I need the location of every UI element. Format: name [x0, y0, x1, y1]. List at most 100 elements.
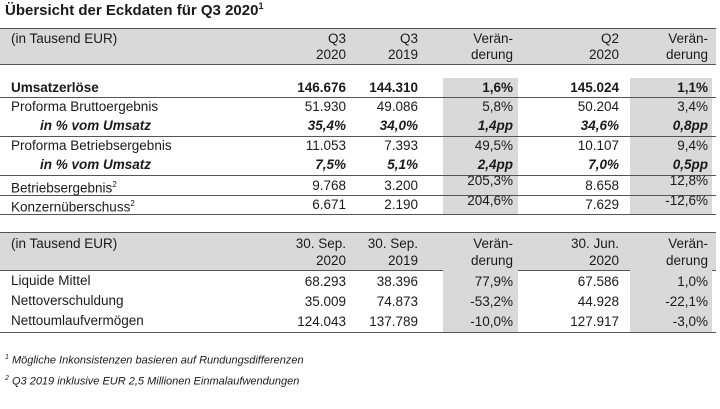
table2-col-header: 30. Sep. [367, 236, 418, 251]
table-cell: 146.676 [297, 80, 346, 95]
table-cell: 204,6% [467, 193, 513, 208]
change-column-band [630, 78, 712, 214]
divider [0, 195, 716, 196]
table2-col-header: 2019 [387, 253, 418, 268]
change-column-band [443, 78, 518, 214]
table-cell: 9,4% [677, 138, 708, 153]
table-cell: 5,8% [482, 99, 513, 114]
table1-col-header: Verän- [473, 31, 513, 46]
table-cell: 3,4% [677, 99, 708, 114]
divider [0, 64, 716, 65]
table-cell: 49,5% [474, 138, 513, 153]
table-cell: 7,5% [315, 157, 346, 172]
divider [0, 136, 716, 137]
table-cell: 3.200 [384, 178, 418, 193]
row-label: in % vom Umsatz [40, 157, 152, 172]
table-cell: 44.928 [577, 294, 619, 309]
table-cell: 1,6% [482, 80, 513, 95]
table-cell: 137.789 [369, 314, 418, 329]
table1-col-header: Q3 [399, 31, 418, 46]
change-column-band [630, 270, 712, 332]
table-cell: 205,3% [467, 173, 513, 188]
table1-col-header: Q3 [327, 31, 346, 46]
table-cell: 51.930 [304, 99, 346, 114]
table-cell: -22,1% [665, 294, 708, 309]
divider [0, 214, 716, 215]
table1-col-header: 2019 [387, 47, 418, 62]
row-label: in % vom Umsatz [40, 118, 152, 133]
table-cell: 0,8pp [672, 118, 708, 133]
row-label: Proforma Betriebsergebnis [11, 138, 172, 153]
row-label: Umsatzerlöse [11, 80, 99, 95]
table-cell: -53,2% [470, 294, 513, 309]
table-cell: 1,1% [677, 80, 708, 95]
table2-unit-label: (in Tausend EUR) [11, 236, 118, 251]
divider [0, 232, 716, 233]
table1-col-header: Verän- [668, 31, 708, 46]
table-cell: 6.671 [312, 197, 346, 212]
table-cell: 34,6% [580, 118, 619, 133]
table-cell: 8.658 [585, 178, 619, 193]
table-cell: 2.190 [384, 197, 418, 212]
divider [0, 175, 716, 176]
table-cell: 1,0% [677, 274, 708, 289]
table-cell: 38.396 [376, 274, 418, 289]
table-cell: 5,1% [387, 157, 418, 172]
table1-col-header: Q2 [600, 31, 619, 46]
divider [0, 97, 716, 98]
table1-col-header: 2020 [588, 47, 619, 62]
table1-unit-label: (in Tausend EUR) [11, 31, 118, 46]
page-title: Übersicht der Eckdaten für Q3 20201 [5, 1, 264, 19]
change-column-band [443, 270, 518, 332]
table2-col-header: 30. Sep. [295, 236, 346, 251]
divider [0, 28, 716, 29]
table1-col-header: derung [470, 47, 513, 62]
table-cell: 35,4% [307, 118, 346, 133]
row-label: Betriebsergebnis2 [11, 180, 117, 196]
table2-col-header: 2020 [315, 253, 346, 268]
table-cell: 145.024 [570, 80, 619, 95]
footnote: 2 Q3 2019 inklusive EUR 2,5 Millionen Ei… [5, 375, 300, 388]
table-cell: -3,0% [672, 314, 708, 329]
table1-header-band [0, 28, 716, 64]
table-cell: 7,0% [588, 157, 619, 172]
table1-col-header: 2020 [315, 47, 346, 62]
table2-col-header: 30. Jun. [570, 236, 619, 251]
table-cell: 1,4pp [477, 118, 513, 133]
footnote-marker: 2 [130, 199, 135, 208]
table-cell: 12,8% [669, 173, 708, 188]
table-cell: 2,4pp [477, 157, 513, 172]
table-cell: 124.043 [297, 314, 346, 329]
table-cell: 10.107 [577, 138, 619, 153]
table-cell: 34,0% [379, 118, 418, 133]
footnote: 1 Mögliche Inkonsistenzen basieren auf R… [5, 354, 304, 367]
row-label: Proforma Bruttoergebnis [11, 99, 159, 114]
table-cell: 0,5pp [672, 157, 708, 172]
table-cell: 77,9% [474, 274, 513, 289]
table-cell: 74.873 [376, 294, 418, 309]
table2-col-header: 2020 [588, 253, 619, 268]
table-cell: 50.204 [577, 99, 619, 114]
table-cell: 35.009 [304, 294, 346, 309]
divider [0, 332, 716, 333]
table2-col-header: derung [665, 253, 708, 268]
table-cell: 9.768 [312, 178, 346, 193]
table-cell: 49.086 [376, 99, 418, 114]
table-cell: 67.586 [577, 274, 619, 289]
table-cell: 11.053 [305, 138, 346, 153]
row-label: Nettoumlaufvermögen [11, 313, 144, 328]
table2-header-band [0, 232, 716, 270]
table2-col-header: Verän- [473, 236, 513, 251]
table-cell: 144.310 [369, 80, 418, 95]
footnote-marker: 2 [112, 180, 117, 189]
divider [0, 270, 716, 271]
table-cell: 7.393 [384, 138, 418, 153]
row-label: Nettoverschuldung [11, 293, 124, 308]
table-cell: -10,0% [470, 314, 513, 329]
table-cell: -12,6% [665, 193, 708, 208]
table1-col-header: derung [665, 47, 708, 62]
table-cell: 127.917 [570, 314, 619, 329]
row-label: Liquide Mittel [11, 273, 91, 288]
table-cell: 7.629 [585, 197, 619, 212]
table-cell: 68.293 [304, 274, 346, 289]
